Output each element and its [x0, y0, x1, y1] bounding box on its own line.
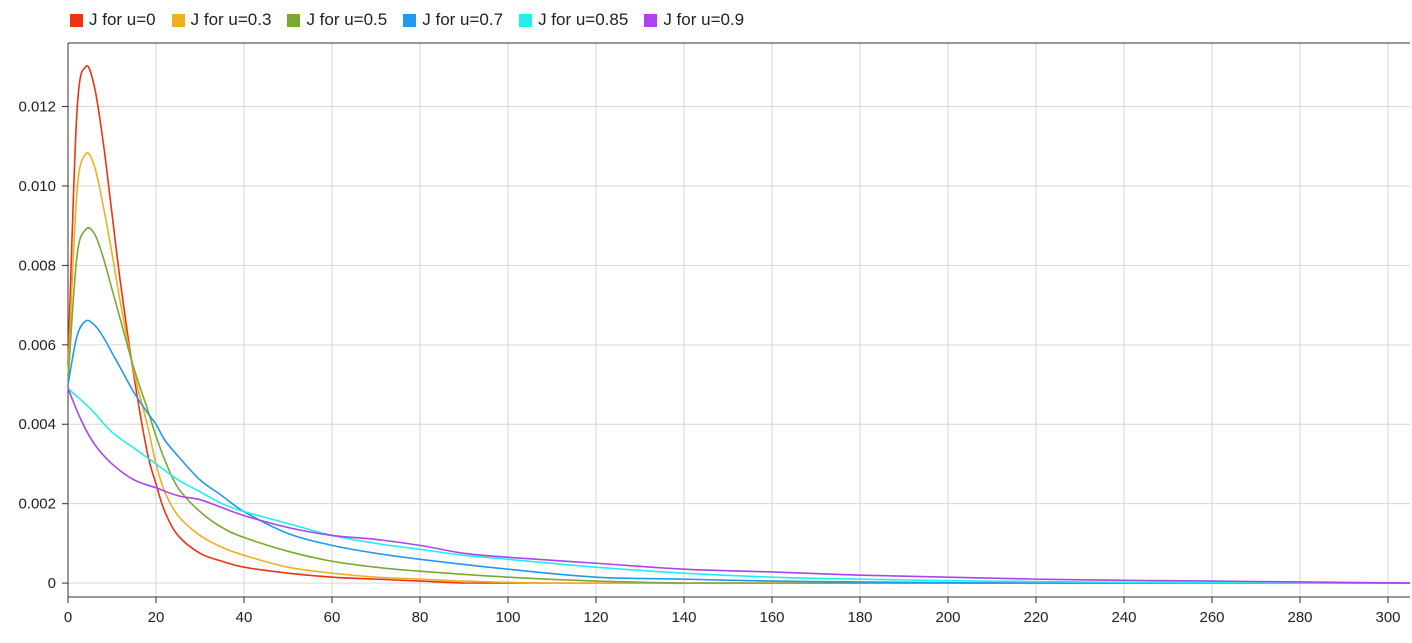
x-tick-label: 180 — [847, 609, 872, 626]
grid-lines — [67, 43, 1410, 597]
x-tick-label: 80 — [412, 609, 429, 626]
legend-swatch — [171, 13, 185, 27]
legend-label: J for u=0 — [89, 10, 156, 29]
legend-item: J for u=0 — [70, 10, 156, 30]
x-tick-label: 160 — [759, 609, 784, 626]
legend-item: J for u=0.5 — [287, 10, 387, 30]
legend-label: J for u=0.5 — [306, 10, 388, 29]
legend-item: J for u=0.9 — [644, 10, 744, 30]
axes — [62, 42, 1410, 603]
series-line-3 — [67, 319, 1015, 584]
legend-swatch — [70, 13, 83, 27]
legend-item: J for u=0.3 — [171, 10, 272, 30]
legend-item: J for u=0.85 — [519, 10, 628, 30]
y-tick-label: 0.008 — [18, 257, 56, 274]
series-line-0 — [67, 65, 465, 584]
x-tick-label: 240 — [1111, 609, 1136, 626]
x-tick-label: 140 — [671, 609, 696, 626]
x-tick-label: 40 — [236, 609, 253, 626]
legend-label: J for u=0.7 — [422, 10, 504, 29]
series-line-1 — [67, 152, 553, 584]
x-tick-label: 100 — [495, 609, 520, 626]
x-tick-label: 220 — [1023, 609, 1048, 626]
legend-item: J for u=0.7 — [403, 10, 503, 30]
legend-swatch — [287, 13, 301, 27]
y-tick-label: 0 — [48, 575, 56, 592]
legend-swatch — [403, 13, 417, 27]
chart-legend: J for u=0 J for u=0.3 J for u=0.5 J for u=0… — [70, 9, 744, 31]
y-tick-label: 0.010 — [18, 178, 56, 195]
legend-swatch — [519, 13, 533, 27]
x-tick-label: 280 — [1287, 609, 1312, 626]
x-tick-label: 20 — [148, 609, 165, 626]
x-tick-label: 60 — [324, 609, 341, 626]
x-tick-label: 200 — [935, 609, 960, 626]
tick-labels: 0 20 40 60 80 100 120 140 160 180 200 220 240 260 280 3… — [18, 99, 1400, 626]
series-line-4 — [67, 387, 1323, 584]
series-line-5 — [67, 388, 1411, 584]
y-tick-label: 0.006 — [18, 337, 56, 354]
legend-label: J for u=0.85 — [538, 10, 629, 29]
y-tick-label: 0.012 — [18, 99, 56, 116]
legend-swatch — [644, 13, 658, 27]
x-tick-label: 260 — [1199, 609, 1224, 626]
x-tick-label: 300 — [1375, 609, 1400, 626]
legend-label: J for u=0.3 — [190, 10, 272, 29]
series-line-2 — [67, 227, 685, 584]
legend-label: J for u=0.9 — [663, 10, 745, 29]
x-tick-label: 120 — [583, 609, 608, 626]
series-lines — [67, 65, 1411, 584]
y-tick-label: 0.004 — [18, 416, 56, 433]
x-tick-label: 0 — [64, 609, 72, 626]
y-tick-label: 0.002 — [18, 496, 56, 513]
